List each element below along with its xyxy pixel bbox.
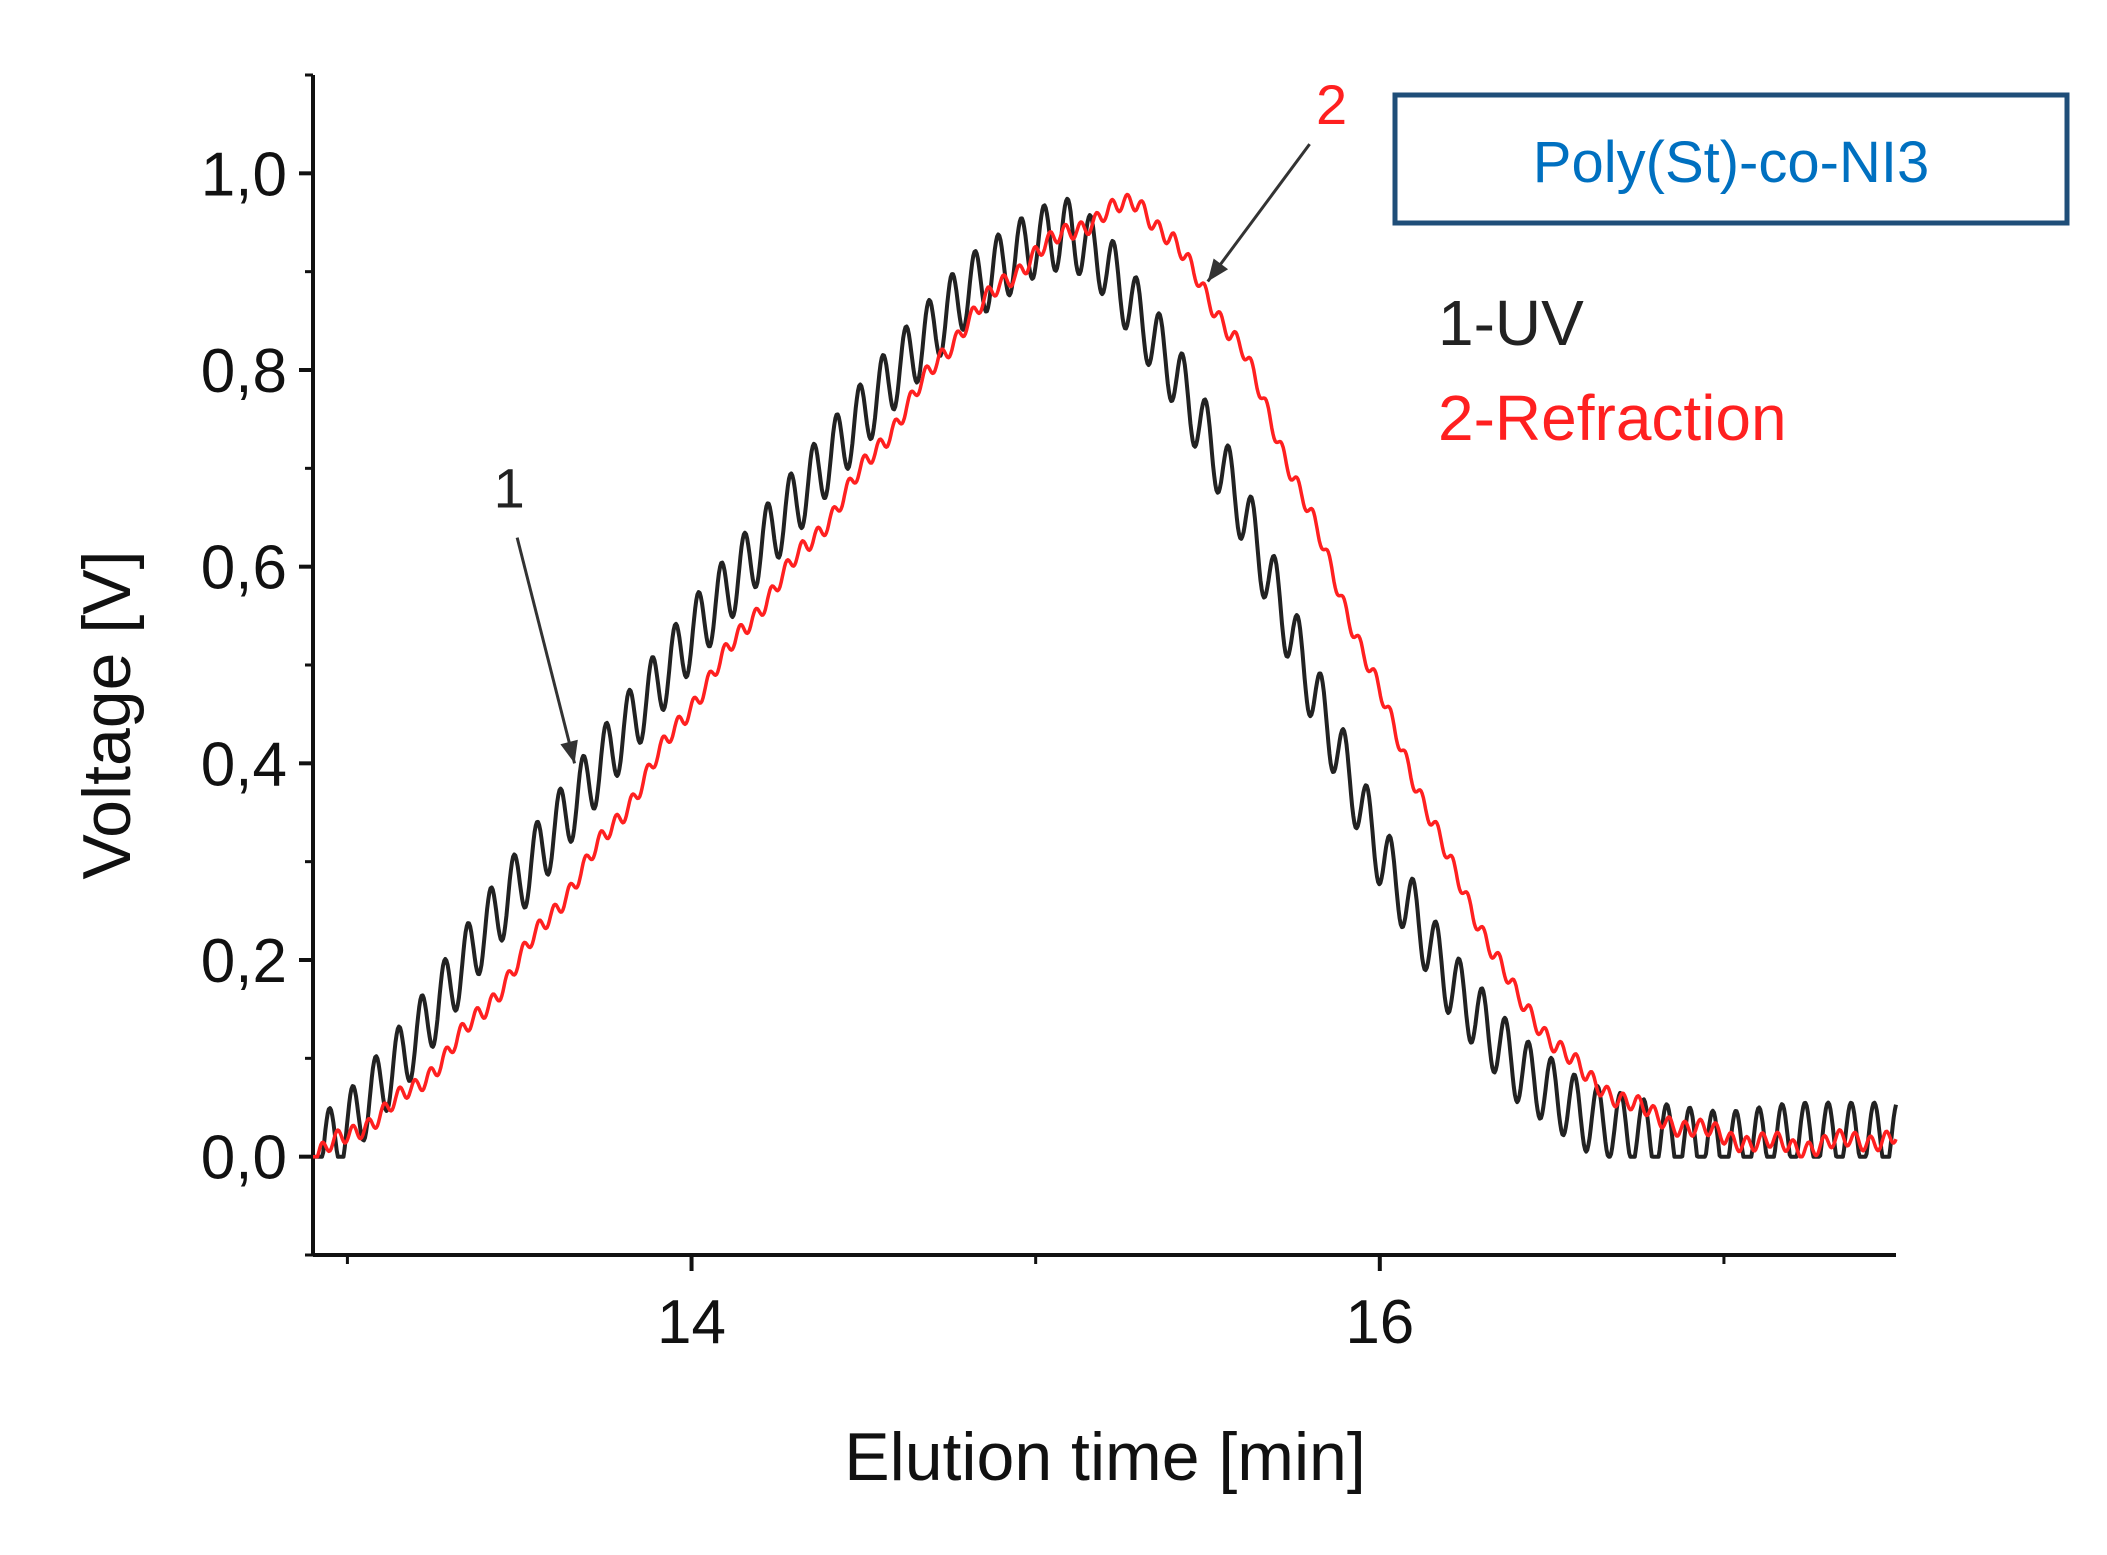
callout-arrow-1 bbox=[515, 537, 576, 764]
y-tick-label: 0,4 bbox=[201, 730, 287, 799]
y-tick-label: 0,6 bbox=[201, 534, 287, 603]
series-callouts: 12 bbox=[494, 73, 1347, 764]
callout-arrow-2 bbox=[1206, 143, 1311, 283]
y-tick-label: 0,2 bbox=[201, 927, 287, 996]
y-tick-label: 0,0 bbox=[201, 1124, 287, 1193]
legend-title-box bbox=[1392, 92, 2070, 226]
legend-entry-uv: 1-UV bbox=[1438, 287, 1584, 359]
x-axis-title: Elution time [min] bbox=[844, 1419, 1366, 1495]
legend-entry-refraction: 2-Refraction bbox=[1438, 382, 1787, 454]
callout-label-2: 2 bbox=[1316, 73, 1347, 136]
x-tick-label: 14 bbox=[657, 1288, 726, 1357]
callout-label-1: 1 bbox=[494, 457, 525, 520]
y-tick-label: 0,8 bbox=[201, 337, 287, 406]
y-axis-ticks: 0,0 0,2 0,4 0,6 0,8 1,0 bbox=[201, 73, 313, 1257]
legend: Poly(St)-co-NI3 1-UV 2-Refraction bbox=[1392, 92, 2070, 454]
x-tick-label: 16 bbox=[1345, 1288, 1414, 1357]
y-axis-title: Voltage [V] bbox=[69, 551, 145, 880]
x-axis-ticks: 14 16 bbox=[345, 1255, 1726, 1357]
series-uv-line bbox=[312, 196, 1898, 1159]
legend-title: Poly(St)-co-NI3 bbox=[1533, 130, 1929, 195]
callout-arrowhead-1 bbox=[560, 739, 578, 764]
callout-arrowhead-2 bbox=[1207, 258, 1229, 282]
series-refraction-line bbox=[312, 192, 1898, 1159]
y-tick-label: 1,0 bbox=[201, 140, 287, 209]
